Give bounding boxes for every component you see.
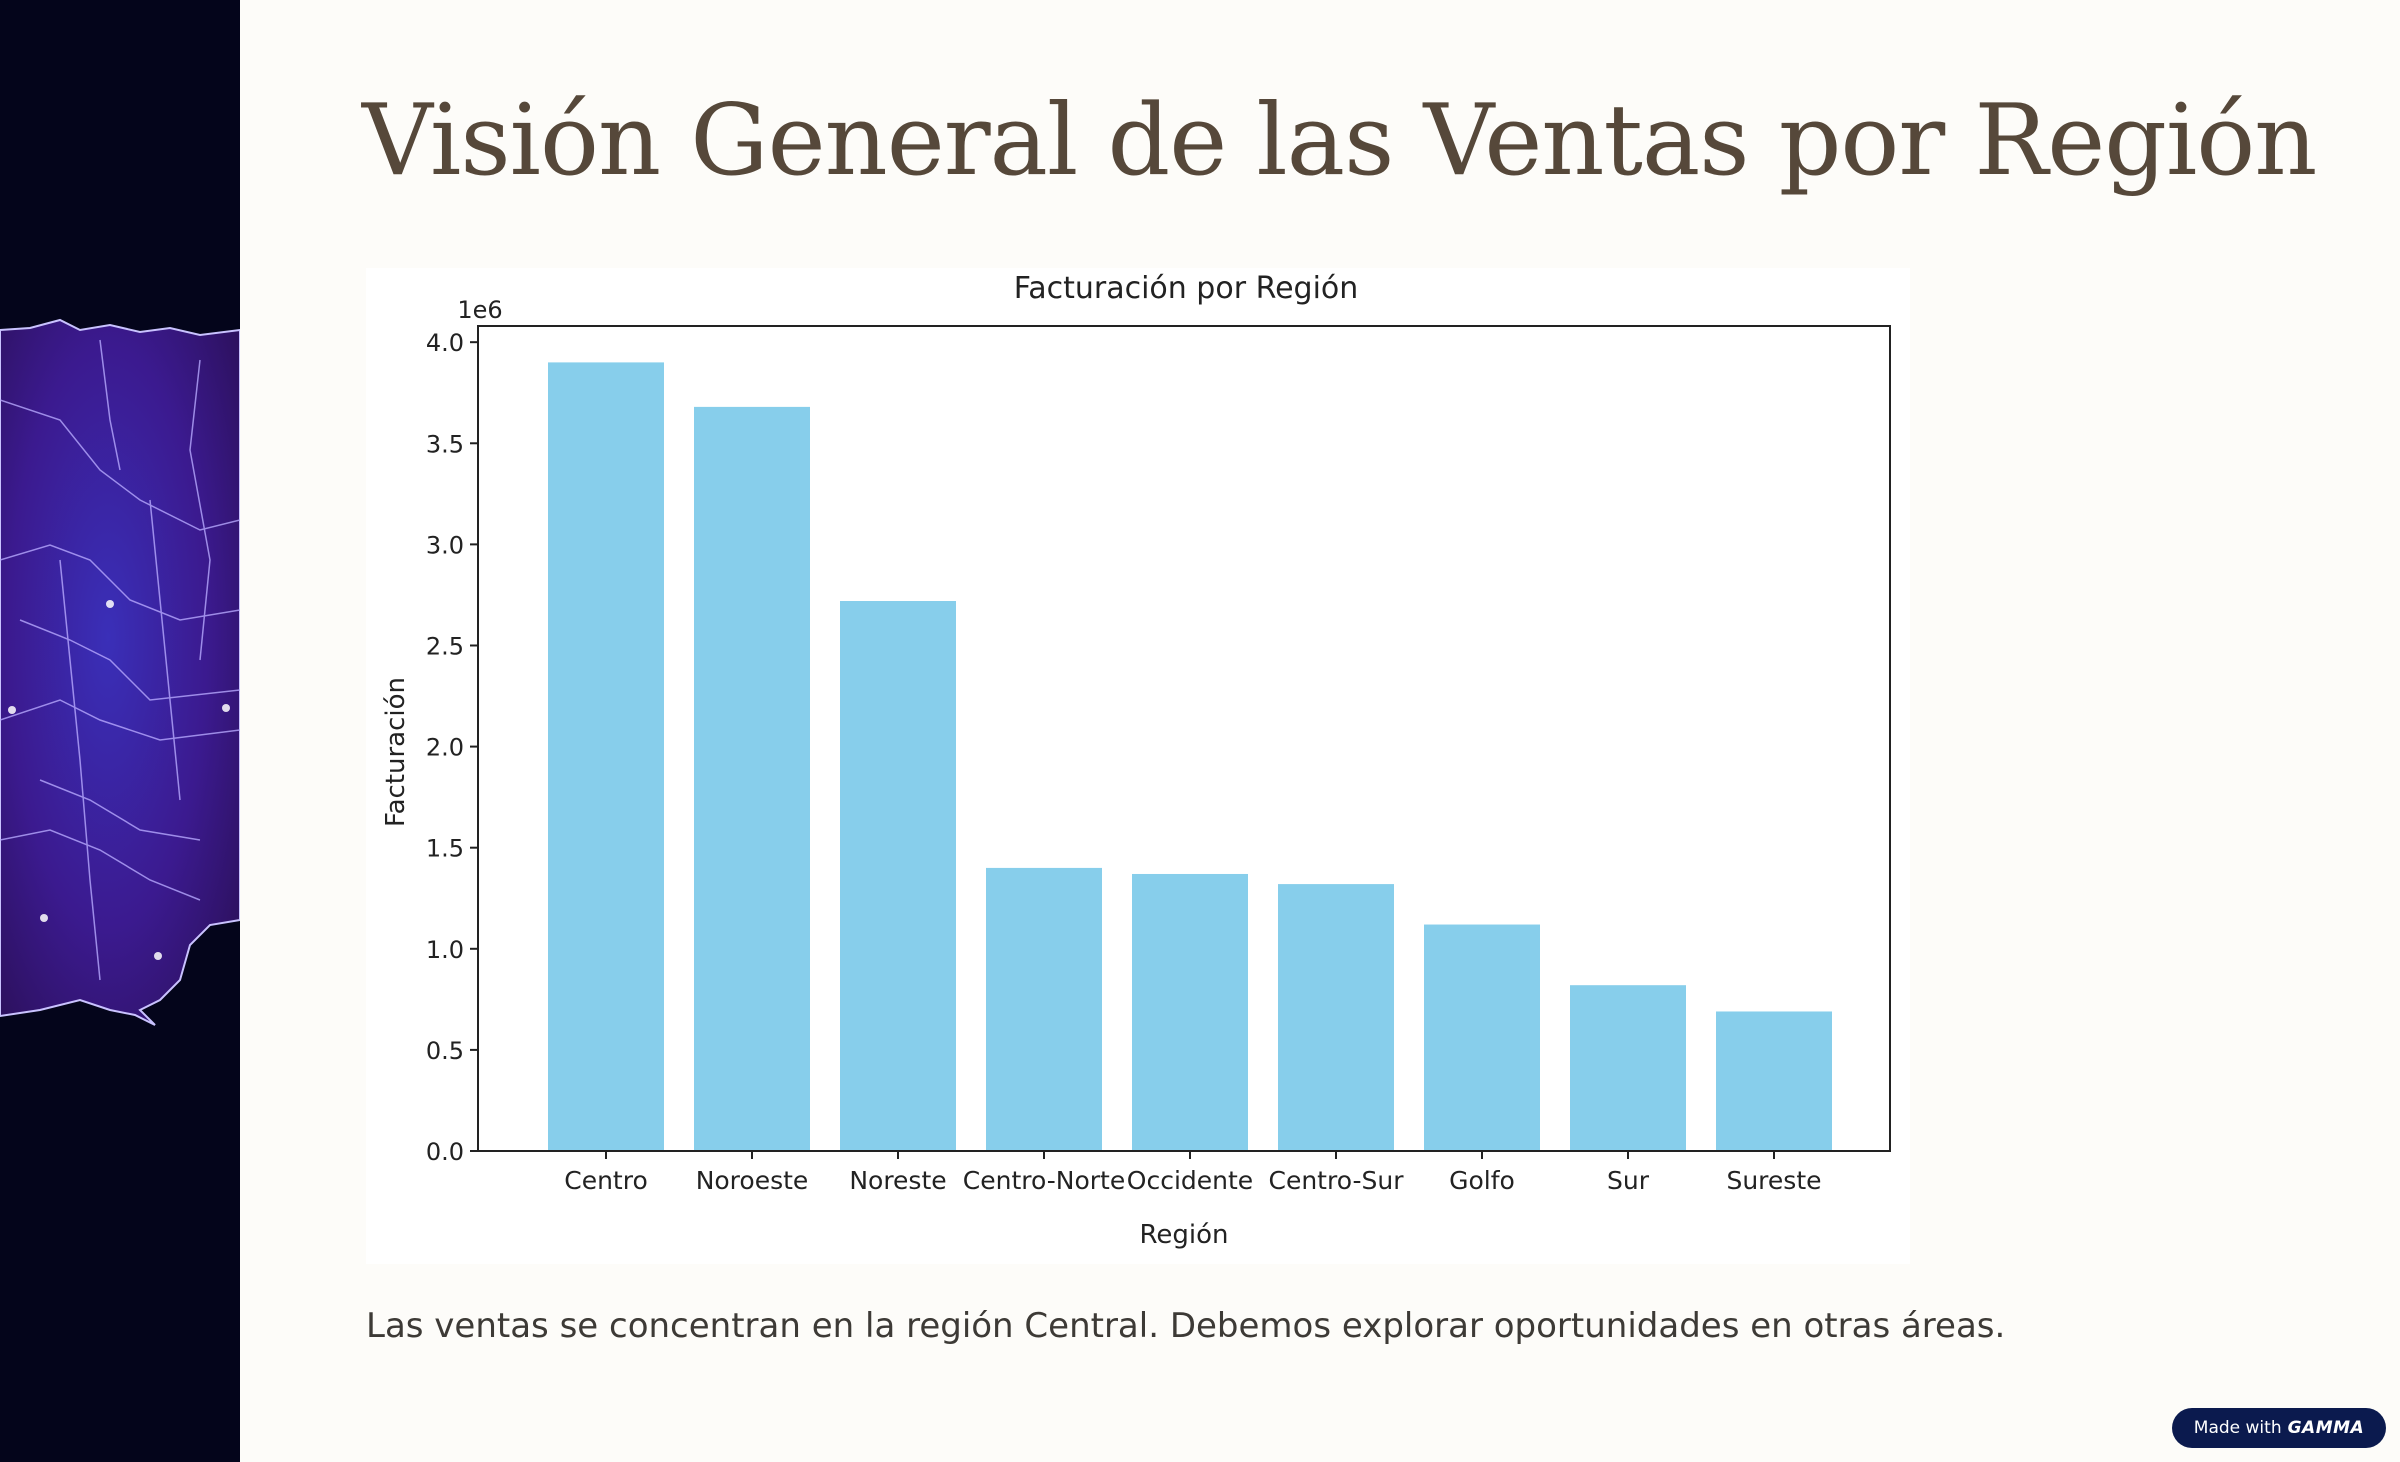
x-axis-label: Región	[1139, 1220, 1228, 1250]
x-tick-label: Centro	[564, 1166, 648, 1195]
x-tick-label: Sureste	[1726, 1166, 1821, 1195]
x-tick-label: Golfo	[1449, 1166, 1515, 1195]
region-map-illustration	[0, 318, 240, 1026]
x-tick-label: Centro-Sur	[1269, 1166, 1405, 1195]
y-axis-offset-label: 1e6	[457, 296, 502, 324]
slide-caption: Las ventas se concentran en la región Ce…	[366, 1306, 2006, 1346]
chart-card: Facturación por Región 1e6 Facturación R…	[366, 268, 1910, 1264]
bar-noroeste	[694, 406, 810, 1152]
gamma-logo: GAMMA	[2287, 1418, 2365, 1438]
bar-centro	[548, 362, 664, 1151]
bar-chart: Facturación por Región 1e6 Facturación R…	[381, 271, 1891, 1250]
y-tick-label: 2.0	[426, 734, 464, 762]
x-tick-label: Occidente	[1127, 1166, 1253, 1195]
bar-noreste	[840, 601, 956, 1151]
x-tick-label: Centro-Norte	[963, 1166, 1125, 1195]
y-tick-label: 1.0	[426, 936, 464, 964]
map-landmass	[0, 318, 240, 1026]
y-tick-label: 0.0	[426, 1138, 464, 1166]
bar-sureste	[1716, 1011, 1832, 1151]
y-axis-label: Facturación	[381, 677, 411, 827]
bar-golfo	[1424, 924, 1540, 1151]
y-tick-label: 3.0	[426, 531, 464, 559]
bar-sur	[1570, 985, 1686, 1151]
map-city-marker	[154, 952, 162, 960]
bar-centro-norte	[986, 867, 1102, 1151]
map-city-marker	[106, 600, 114, 608]
y-tick-label: 2.5	[426, 632, 464, 660]
x-tick-label: Sur	[1607, 1166, 1650, 1195]
y-tick-label: 1.5	[426, 835, 464, 863]
made-with-gamma-badge[interactable]: Made with GAMMA	[2172, 1408, 2386, 1448]
y-tick-label: 3.5	[426, 430, 464, 458]
x-tick-label: Noreste	[849, 1166, 946, 1195]
slide-title: Visión General de las Ventas por Región	[362, 84, 2317, 198]
x-tick-label: Noroeste	[696, 1166, 809, 1195]
left-decorative-panel	[0, 0, 240, 1462]
map-city-marker	[222, 704, 230, 712]
bar-centro-sur	[1278, 884, 1394, 1151]
chart-title: Facturación por Región	[1014, 271, 1359, 306]
y-tick-label: 4.0	[426, 329, 464, 357]
map-borders	[0, 339, 240, 981]
map-city-marker	[8, 706, 16, 714]
badge-prefix: Made with	[2193, 1418, 2282, 1438]
bar-occidente	[1132, 873, 1248, 1151]
plot-frame	[477, 325, 1891, 1152]
map-city-marker	[40, 914, 48, 922]
y-tick-label: 0.5	[426, 1037, 464, 1065]
